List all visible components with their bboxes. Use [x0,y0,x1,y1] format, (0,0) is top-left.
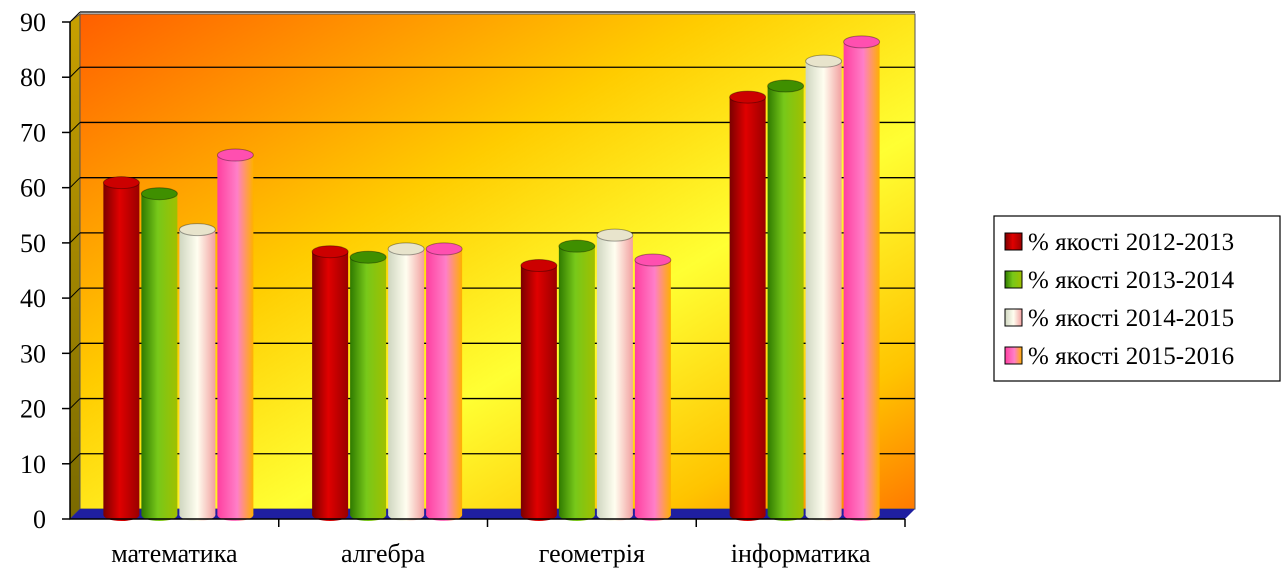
legend-swatch [1004,308,1023,327]
bar [634,253,672,521]
gridline-depth [69,342,81,354]
bar-body [729,97,766,516]
bar [520,259,558,521]
y-tick-label: 70 [20,118,46,147]
legend: % якості 2012-2013 % якості 2013-2014 % як… [1004,229,1235,370]
gridline-depth [69,177,81,189]
bar [805,54,843,521]
bar [596,228,634,521]
legend-label: % якості 2013-2014 [1028,267,1235,294]
x-axis-categories: математика алгебра геометрія інформатика [111,519,906,568]
legend-label: % якості 2012-2013 [1028,229,1234,256]
legend-swatch [1004,232,1023,251]
bar-body [558,246,595,515]
bar-body [388,248,425,515]
y-tick-label: 90 [20,8,46,37]
x-category-label: математика [111,539,238,568]
bar-body [843,41,880,515]
bar-cap [102,176,140,190]
gridline-depth [69,122,81,133]
bar [843,35,881,521]
x-category-label: інформатика [731,539,871,568]
bar-cap [767,79,805,93]
gridline-depth [69,398,81,409]
bar [558,239,596,521]
y-tick-label: 40 [20,284,46,313]
bar-cap [843,35,881,49]
bar [387,242,425,521]
chart-floor [70,509,915,519]
bar-cap [349,250,387,264]
bar [102,176,140,521]
bar-cap [520,259,558,272]
bar [140,187,178,521]
bar-cap [216,148,254,162]
bar-body [179,229,216,515]
gridline-depth [69,11,81,23]
gridline-depth [69,232,81,244]
legend-label: % якості 2014-2015 [1028,305,1234,332]
bar-body [634,259,671,515]
y-tick-label: 0 [33,505,46,534]
gridline-depth [69,66,81,78]
y-tick-label: 10 [20,450,46,479]
y-axis-ticks: 0 10 20 30 40 50 60 70 80 90 [20,8,70,534]
bar-body [596,235,633,515]
bar-body [141,193,178,515]
y-tick-label: 20 [20,395,46,424]
bar-cap [729,90,767,104]
legend-swatch [1004,270,1023,289]
bars [102,35,881,521]
gridline-depth [69,453,81,465]
bar [425,242,463,521]
bar-cap [596,228,634,242]
chart-side-wall [69,12,81,521]
legend-swatch [1004,346,1023,365]
bar [216,148,254,521]
bar-cap [634,253,672,267]
bar-cap [387,242,425,256]
legend-box [993,215,1281,382]
y-tick-label: 30 [20,339,46,368]
x-category-label: геометрія [539,539,645,568]
bar-body [312,251,349,515]
bar-body [520,265,557,515]
bar-body [426,248,463,515]
bar [349,250,387,521]
bar-body [103,182,140,515]
y-tick-label: 80 [20,63,46,92]
y-tick-label: 60 [20,174,46,203]
bar-cap [311,245,349,259]
bar-cap [425,242,463,256]
bar-cap [558,239,596,253]
y-tick-label: 50 [20,229,46,258]
x-category-label: алгебра [341,539,426,568]
bar-body [217,155,254,516]
bar-cap [140,187,178,201]
bar-body [805,61,842,516]
bar-body [767,86,804,516]
gridline-depth [69,287,81,299]
bar [729,90,767,521]
bar [311,245,349,521]
bar-body [350,257,387,515]
bar-cap [178,223,216,237]
bar-cap [805,54,843,68]
bar [767,79,805,521]
bar [178,223,216,521]
legend-label: % якості 2015-2016 [1028,343,1234,370]
